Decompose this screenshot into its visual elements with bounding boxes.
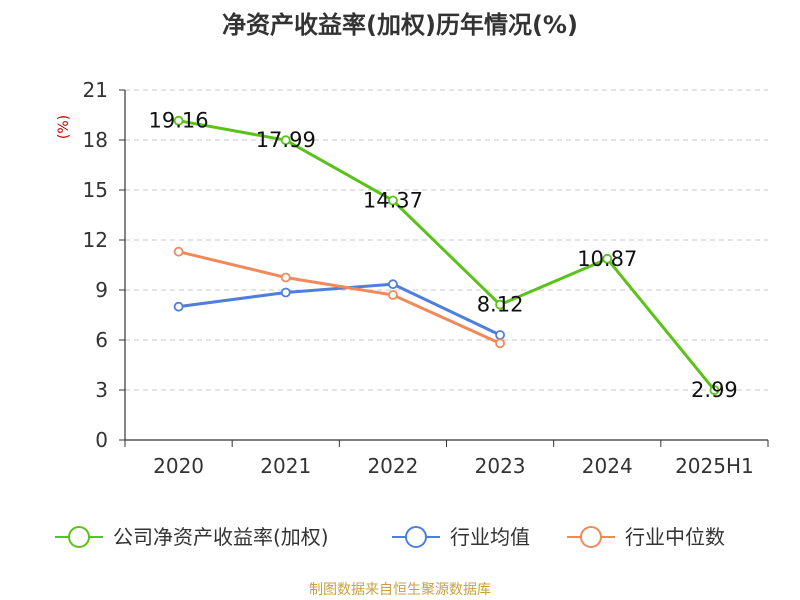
data-label: 19.16 <box>149 109 209 133</box>
x-tick-label: 2021 <box>260 454 311 478</box>
data-point <box>388 195 398 206</box>
chart-title: 净资产收益率(加权)历年情况(%) <box>222 11 578 39</box>
y-tick-label: 9 <box>95 278 108 302</box>
y-tick-label: 3 <box>95 378 108 402</box>
legend-marker[interactable] <box>405 526 427 548</box>
legend-marker[interactable] <box>580 526 602 548</box>
legend[interactable]: 公司净资产收益率(加权) 行业均值 行业中位数 <box>55 525 725 549</box>
y-tick-labels: 0 3 6 9 12 15 18 21 <box>83 78 108 452</box>
x-tick-label: 2025H1 <box>675 454 754 478</box>
data-point <box>388 290 398 300</box>
y-tick-label: 6 <box>95 328 108 352</box>
y-tick-label: 21 <box>83 78 108 102</box>
y-tick-label: 12 <box>83 228 108 252</box>
series-lines <box>173 115 720 396</box>
data-label: 8.12 <box>477 293 524 317</box>
series-line <box>178 282 501 337</box>
data-labels: 19.16 17.99 14.37 8.12 10.87 2.99 <box>149 109 738 402</box>
data-point <box>495 299 505 310</box>
x-tick-labels: 2020 2021 2022 2023 2024 2025H1 <box>153 454 754 478</box>
legend-label[interactable]: 行业中位数 <box>625 525 725 549</box>
data-point <box>709 385 720 396</box>
legend-marker[interactable] <box>68 526 90 548</box>
data-point <box>173 115 184 126</box>
data-label: 14.37 <box>363 189 423 213</box>
y-tick-label: 0 <box>95 428 108 452</box>
data-point <box>173 301 184 312</box>
series-line <box>178 119 716 392</box>
data-point <box>388 279 398 290</box>
data-point <box>495 338 505 349</box>
x-tick-label: 2022 <box>367 454 418 478</box>
data-point <box>280 135 291 146</box>
data-label: 17.99 <box>256 128 316 152</box>
grid-lines <box>125 89 768 391</box>
x-tick-label: 2023 <box>475 454 526 478</box>
y-tick-label: 18 <box>83 128 108 152</box>
y-axis-unit: (%) <box>56 115 72 139</box>
data-label: 2.99 <box>691 378 738 402</box>
legend-label[interactable]: 行业均值 <box>450 525 530 549</box>
data-point <box>173 246 184 257</box>
x-tick-label: 2024 <box>582 454 633 478</box>
x-tick-label: 2020 <box>153 454 204 478</box>
data-point <box>280 272 291 283</box>
axes <box>119 89 769 447</box>
data-point <box>280 287 291 298</box>
source-note: 制图数据来自恒生聚源数据库 <box>309 582 491 598</box>
data-label: 10.87 <box>577 247 637 271</box>
data-point <box>602 253 613 264</box>
legend-label[interactable]: 公司净资产收益率(加权) <box>113 525 329 549</box>
series-line <box>178 250 501 345</box>
y-tick-label: 15 <box>83 178 108 202</box>
data-point <box>495 330 505 340</box>
